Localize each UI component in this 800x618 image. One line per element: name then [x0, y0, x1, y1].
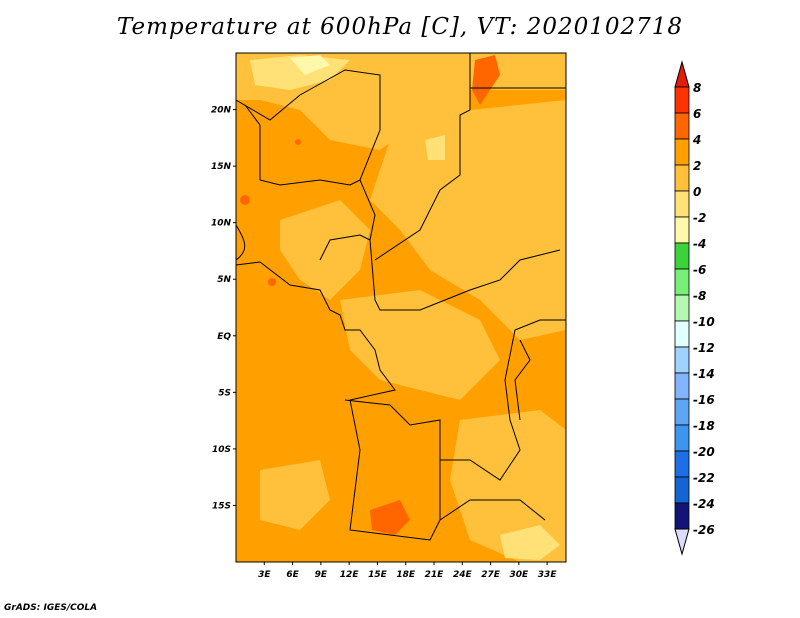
- colorbar-swatch: [674, 372, 690, 400]
- temperature-field: [236, 53, 566, 562]
- latitude-labels: 20N 15N 10N 5N EQ 5S 10S 15S: [211, 106, 236, 511]
- lon-label: 15E: [368, 570, 388, 580]
- colorbar-label: -6: [693, 263, 706, 277]
- lat-label: 15N: [211, 162, 232, 172]
- lon-label: 12E: [340, 570, 360, 580]
- lon-label: 30E: [510, 570, 530, 580]
- colorbar-label: -26: [693, 523, 715, 537]
- lon-label: 18E: [396, 570, 416, 580]
- colorbar-swatch: [674, 398, 690, 426]
- colorbar-label: -12: [693, 341, 715, 355]
- colorbar: 8 6 4 2 0 -2 -4 -6 -8 -10 -12 -14 -16 -18 -20 -22 -24 -26: [674, 60, 715, 556]
- lon-label: 21E: [425, 570, 445, 580]
- plot-title: Temperature at 600hPa [C], VT: 202010271…: [116, 14, 684, 40]
- lon-label: 6E: [286, 570, 299, 580]
- colorbar-swatch: [674, 216, 690, 244]
- colorbar-label: -14: [693, 367, 715, 381]
- lon-label: 3E: [258, 570, 271, 580]
- colorbar-label: -4: [693, 237, 706, 251]
- lat-label: 10N: [211, 219, 232, 229]
- lat-label: 15S: [212, 501, 231, 511]
- map-frame: [235, 52, 567, 563]
- colorbar-swatch: [674, 242, 690, 270]
- lon-label: 9E: [315, 570, 328, 580]
- lon-label: 24E: [453, 570, 473, 580]
- longitude-labels: 3E 6E 9E 12E 15E 18E 21E 24E 27E 30E 33E: [258, 562, 557, 580]
- colorbar-label: 6: [693, 107, 701, 121]
- lat-label: 20N: [211, 106, 232, 116]
- colorbar-top-arrow: [674, 60, 690, 88]
- colorbar-label: -22: [693, 471, 715, 485]
- colorbar-label: -8: [693, 289, 706, 303]
- colorbar-swatch: [674, 424, 690, 452]
- colorbar-swatch: [674, 450, 690, 478]
- colorbar-swatch: [674, 164, 690, 192]
- colorbar-swatch: [674, 346, 690, 374]
- colorbar-bottom-arrow: [674, 528, 690, 556]
- grads-credit: GrADS: IGES/COLA: [4, 603, 98, 613]
- colorbar-swatch: [674, 190, 690, 218]
- colorbar-label: 8: [693, 81, 701, 95]
- lat-label: 5N: [217, 275, 231, 285]
- lon-label: 27E: [481, 570, 501, 580]
- colorbar-label: -18: [693, 419, 715, 433]
- colorbar-swatch: [674, 86, 690, 114]
- lon-label: 33E: [538, 570, 558, 580]
- lat-label: 10S: [212, 445, 231, 455]
- lat-label: 5S: [218, 388, 231, 398]
- colorbar-label: -10: [693, 315, 715, 329]
- colorbar-label: 4: [692, 133, 701, 147]
- colorbar-swatch: [674, 112, 690, 140]
- colorbar-label: -2: [693, 211, 706, 225]
- colorbar-swatch: [674, 502, 690, 530]
- colorbar-label: -24: [693, 497, 715, 511]
- colorbar-label: 0: [693, 185, 701, 199]
- colorbar-swatch: [674, 268, 690, 296]
- colorbar-label: 2: [693, 159, 701, 173]
- colorbar-swatch: [674, 294, 690, 322]
- colorbar-swatch: [674, 476, 690, 504]
- colorbar-label: -16: [693, 393, 715, 407]
- colorbar-label: -20: [693, 445, 715, 459]
- colorbar-swatch: [674, 320, 690, 348]
- colorbar-swatch: [674, 138, 690, 166]
- lat-label: EQ: [217, 332, 231, 342]
